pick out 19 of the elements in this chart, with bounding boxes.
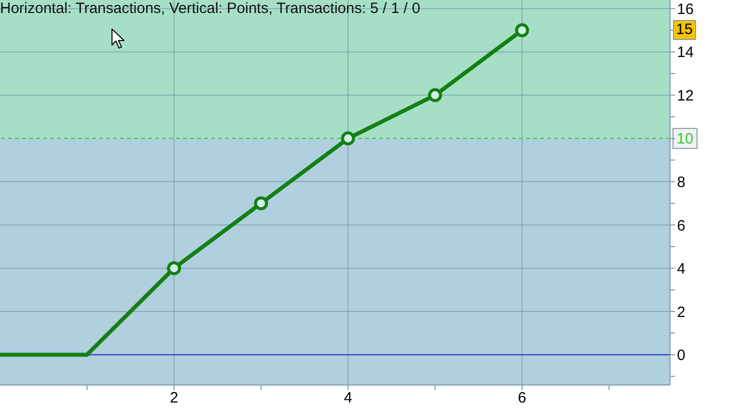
point — [515, 23, 530, 38]
y-tick-label: 16 — [677, 0, 694, 18]
x-tick-label: 2 — [170, 390, 178, 407]
y-tick-label: 6 — [677, 217, 686, 234]
x-tick-label: 6 — [518, 390, 526, 407]
y-tick-label: 4 — [677, 260, 686, 278]
y-tick-label: 12 — [677, 87, 694, 104]
y-tick-label: 0 — [677, 347, 686, 364]
chart-title: Horizontal: Transactions, Vertical: Points, Transactions: 5 / 1 / 0 — [0, 0, 420, 18]
point — [428, 88, 442, 102]
point — [341, 131, 356, 146]
annotation: 15 — [673, 20, 696, 40]
y-tick-label: 8 — [677, 174, 686, 192]
x-tick-label: 4 — [344, 390, 352, 407]
point — [254, 196, 268, 210]
y-tick-label: 14 — [677, 44, 694, 62]
ref-line-label: 10 — [676, 130, 694, 148]
y-tick-label: 2 — [677, 304, 686, 321]
point — [167, 261, 182, 276]
